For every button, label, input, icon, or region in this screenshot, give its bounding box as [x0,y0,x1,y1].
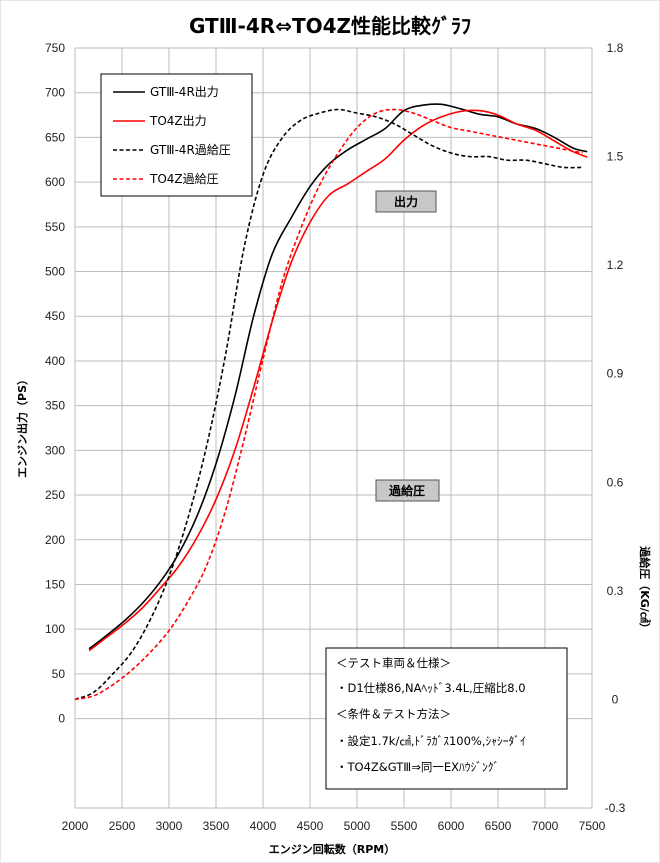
y-tick-label: 700 [45,86,65,100]
y-tick-label: 750 [45,41,65,55]
legend: GTⅢ-4R出力 TO4Z出力 GTⅢ-4R過給圧 TO4Z過給圧 [100,73,253,197]
y2-axis-title: 過給圧（KG/㎠） [638,545,652,634]
note-line-3: ＜条件＆テスト方法＞ [336,707,451,721]
x-axis-ticks: 2000 2500 3000 3500 4000 4500 5000 5500 6000 6500… [62,819,606,833]
notes-box: ＜テスト車両＆仕様＞ ・D1仕様86,NAﾍｯﾄﾞ3.4L,圧縮比8.0 ＜条件… [325,647,568,790]
legend-items: GTⅢ-4R出力 TO4Z出力 GTⅢ-4R過給圧 TO4Z過給圧 [113,85,231,186]
x-tick-label: 5000 [344,819,371,833]
y-tick-label: 100 [45,622,65,636]
x-tick-label: 6500 [485,819,512,833]
legend-label-3: GTⅢ-4R過給圧 [150,143,231,157]
x-tick-label: 3500 [203,819,230,833]
legend-label-2: TO4Z出力 [149,114,207,128]
y2-tick-label: 1.5 [607,150,624,164]
y-tick-label: 0 [58,712,65,726]
annotation-boost-label: 過給圧 [388,483,425,498]
y2-tick-label: 1.2 [607,258,624,272]
y-tick-label: 200 [45,533,65,547]
legend-label-1: GTⅢ-4R出力 [150,85,219,99]
x-tick-label: 5500 [391,819,418,833]
y2-tick-label: 0.3 [607,584,624,598]
y2-tick-label: 0.9 [607,367,624,381]
series-line-2 [88,109,588,652]
legend-label-4: TO4Z過給圧 [149,172,219,186]
y-tick-label: 50 [52,667,66,681]
note-line-1: ＜テスト車両＆仕様＞ [336,656,451,670]
x-tick-label: 7000 [532,819,559,833]
y2-tick-label: 1.8 [607,41,624,55]
series-group [74,103,588,701]
series-line-4 [74,108,583,701]
x-axis-title: エンジン回転数（RPM） [269,842,395,856]
annotation-output-label: 出力 [394,194,418,209]
annotation-boost: 過給圧 [375,479,440,502]
y-tick-label: 550 [45,220,65,234]
x-tick-label: 4500 [297,819,324,833]
y2-tick-label: -0.3 [605,801,626,815]
y-tick-label: 250 [45,488,65,502]
note-line-5: ・TO4Z&GTⅢ⇒同一EXﾊｳｼﾞﾝｸﾞ [336,760,499,774]
y-tick-label: 600 [45,175,65,189]
y-tick-label: 150 [45,577,65,591]
y-tick-label: 650 [45,130,65,144]
y-axis-ticks: 0 50 100 150 200 250 300 350 400 450 500 550 600 650 7… [45,41,65,726]
y-axis-title: エンジン出力（PS） [15,374,29,478]
y-tick-label: 350 [45,399,65,413]
y-tick-label: 400 [45,354,65,368]
y-tick-label: 300 [45,443,65,457]
note-line-4: ・設定1.7k/㎠,ﾄﾞﾗｶﾞｽ100%,ｼｬｼｰﾀﾞｲ [336,734,526,748]
y-tick-label: 450 [45,309,65,323]
y2-tick-label: 0 [612,692,619,706]
x-tick-label: 2500 [109,819,136,833]
series-line-3 [74,108,583,701]
x-tick-label: 6000 [438,819,465,833]
note-line-2: ・D1仕様86,NAﾍｯﾄﾞ3.4L,圧縮比8.0 [336,681,526,695]
x-tick-label: 7500 [579,819,606,833]
chart-title: GTⅢ-4R⇔TO4Z性能比較ｸﾞﾗﾌ [189,14,471,38]
x-tick-label: 3000 [156,819,183,833]
y2-axis-ticks: -0.3 0 0.3 0.6 0.9 1.2 1.5 1.8 [605,41,626,815]
y-tick-label: 500 [45,265,65,279]
y2-tick-label: 0.6 [607,475,624,489]
legend-box [100,73,253,197]
annotation-output: 出力 [375,190,437,213]
x-tick-label: 4000 [250,819,277,833]
x-tick-label: 2000 [62,819,89,833]
